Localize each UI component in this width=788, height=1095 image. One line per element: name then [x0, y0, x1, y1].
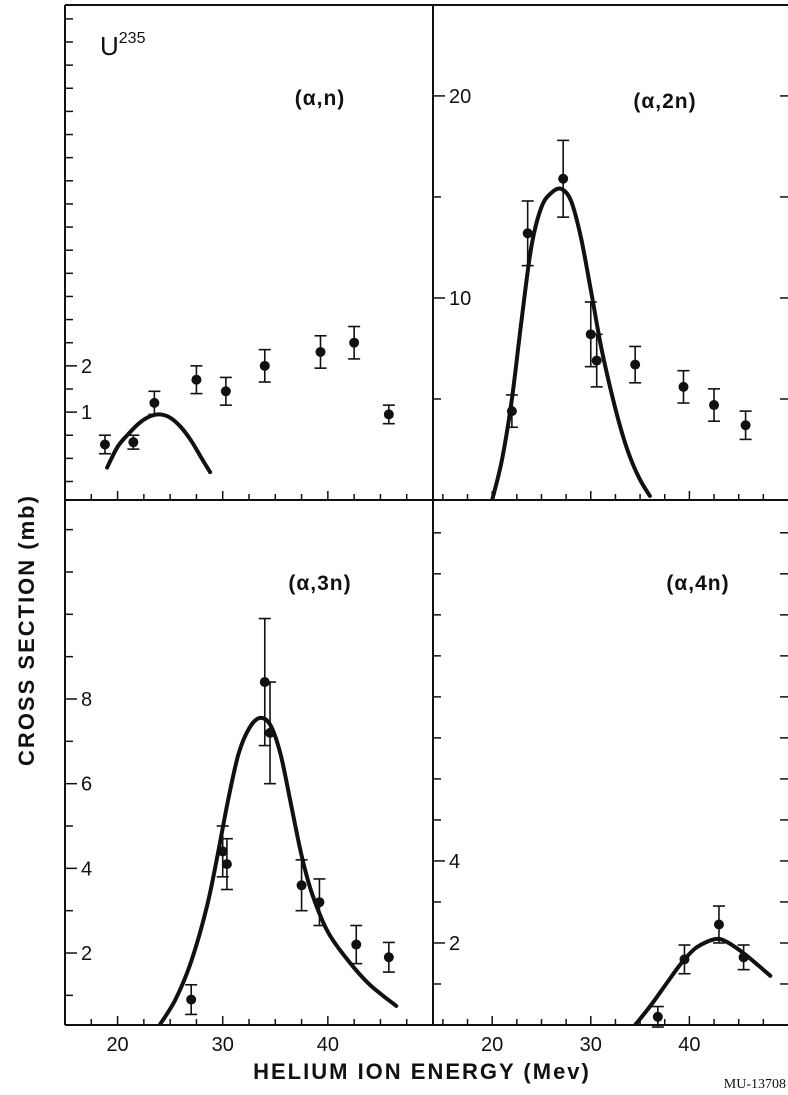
data-marker: [713, 919, 724, 930]
data-marker: [220, 386, 231, 397]
data-point: [258, 348, 271, 383]
data-marker: [383, 409, 394, 420]
panel-4: 20 30 40 2 4 (α,4n): [433, 532, 788, 1056]
data-point: [678, 944, 691, 975]
data-point: [651, 1005, 664, 1028]
data-marker: [217, 846, 228, 857]
data-point: [264, 681, 277, 785]
y-tick-label: 2: [449, 933, 460, 955]
data-marker: [630, 359, 641, 370]
data-point: [350, 924, 363, 965]
panel-title: (α,3n): [288, 572, 351, 595]
data-point: [712, 905, 725, 944]
x-tick-label: 30: [212, 1034, 234, 1056]
data-point: [295, 859, 308, 912]
x-tick-label: 20: [106, 1034, 128, 1056]
y-tick-label: 1: [81, 402, 92, 424]
data-marker: [738, 952, 749, 963]
data-marker: [259, 360, 270, 371]
nuclide-symbol: U: [100, 31, 119, 61]
data-point: [219, 376, 232, 406]
data-point: [629, 345, 642, 384]
data-point: [220, 837, 233, 891]
data-marker: [186, 994, 197, 1005]
panel-3: 20 30 40 2 4 6 8 (α,3n): [65, 528, 408, 1056]
data-point: [190, 365, 203, 395]
data-marker: [314, 897, 325, 908]
x-tick-label: 20: [481, 1034, 503, 1056]
data-marker: [149, 397, 160, 408]
fit-curve: [157, 715, 399, 1025]
panel-title: (α,2n): [633, 90, 696, 113]
y-tick-label: 4: [81, 858, 92, 880]
fit-curve: [633, 936, 773, 1025]
data-marker: [591, 355, 602, 366]
panel-title: (α,4n): [666, 572, 729, 595]
data-point: [314, 334, 327, 369]
data-marker: [522, 228, 533, 239]
panel-1: 1 2 (α,n): [65, 18, 408, 500]
panel-frames: [64, 4, 788, 1026]
data-marker: [679, 954, 690, 965]
data-marker: [709, 400, 720, 411]
panel-title: (α,n): [295, 87, 346, 110]
nuclide-mass-number: 235: [119, 30, 146, 47]
data-point: [185, 983, 198, 1016]
data-point: [98, 434, 111, 455]
x-tick-label: 30: [580, 1034, 602, 1056]
data-point: [590, 333, 603, 388]
fit-curve: [490, 186, 652, 500]
panel-2: 10 20 (α,2n): [433, 86, 788, 500]
data-point: [737, 944, 750, 971]
data-point: [739, 410, 752, 441]
data-marker: [315, 346, 326, 357]
data-point: [557, 139, 570, 218]
y-tick-label: 10: [449, 288, 471, 310]
data-marker: [740, 420, 751, 431]
data-marker: [296, 880, 307, 891]
data-point: [382, 941, 395, 973]
data-point: [148, 390, 161, 416]
x-tick-label: 40: [317, 1034, 339, 1056]
data-marker: [265, 727, 276, 738]
nuclide-label: U235: [100, 30, 146, 61]
data-marker: [678, 381, 689, 392]
data-marker: [99, 439, 110, 450]
data-point: [313, 878, 326, 927]
y-tick-label: 2: [81, 943, 92, 965]
data-marker: [128, 437, 139, 448]
y-tick-label: 2: [81, 356, 92, 378]
data-point: [708, 388, 721, 423]
data-marker: [351, 939, 362, 950]
data-marker: [652, 1011, 663, 1022]
data-marker: [221, 859, 232, 870]
figure-code: MU-13708: [724, 1077, 786, 1092]
y-tick-label: 20: [449, 86, 471, 108]
data-marker: [558, 173, 569, 184]
data-marker: [191, 374, 202, 385]
data-point: [127, 434, 140, 450]
y-tick-label: 8: [81, 689, 92, 711]
data-marker: [383, 952, 394, 963]
fit-curve: [105, 412, 213, 475]
data-point: [505, 394, 518, 429]
x-tick-label: 40: [678, 1034, 700, 1056]
data-point: [677, 369, 690, 404]
data-marker: [506, 406, 517, 417]
y-axis-title: CROSS SECTION (mb): [14, 494, 39, 766]
y-tick-label: 6: [81, 774, 92, 796]
data-point: [521, 200, 534, 267]
data-point: [348, 325, 361, 360]
data-point: [382, 404, 395, 425]
y-tick-label: 4: [449, 851, 460, 873]
x-axis-title: HELIUM ION ENERGY (Mev): [253, 1059, 591, 1084]
data-marker: [349, 337, 360, 348]
